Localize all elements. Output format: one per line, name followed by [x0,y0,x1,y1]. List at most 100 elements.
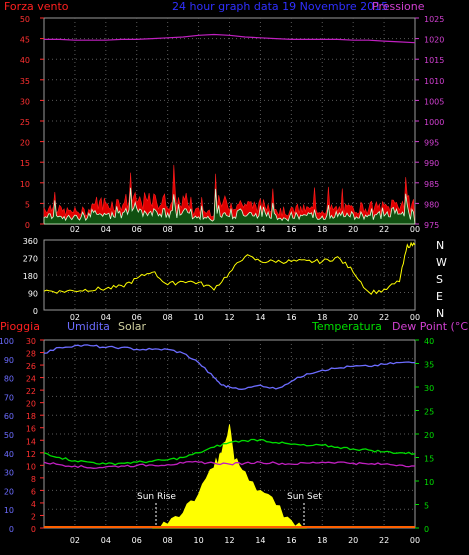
tick-pressure-975: 975 [424,221,439,230]
tick-hour-20: 20 [348,225,358,234]
tick-direction-180: 180 [23,272,38,281]
panel-direction-frame [43,239,416,311]
tick-pressure-985: 985 [424,180,439,189]
top-left-label: Forza vento [4,0,69,13]
tick-wind-20: 20 [20,139,30,148]
tick-wind-50: 50 [20,15,30,24]
tick-hour-14: 14 [255,313,265,322]
tick-wind-25: 25 [20,118,30,127]
tick-rain-0: 0 [31,525,36,534]
sunset-label: Sun Set [287,492,322,502]
tick-rain-28: 28 [26,350,36,359]
tick-compass-2: S [436,273,443,286]
tick-temperature-15: 15 [424,455,434,464]
tick-hour-06: 06 [132,536,142,545]
tick-hour-20: 20 [348,536,358,545]
tick-temperature-35: 35 [424,361,434,370]
tick-pressure-1025: 1025 [424,15,444,24]
tick-hour-04: 04 [101,225,111,234]
tick-hour-10: 10 [193,536,203,545]
tick-temperature-25: 25 [424,408,434,417]
tick-rain-2: 2 [31,512,36,521]
temperature-label: Temperatura [311,320,382,333]
tick-humidity-80: 80 [4,375,14,384]
tick-hour-16: 16 [286,313,296,322]
tick-humidity-70: 70 [4,393,14,402]
tick-hour-04: 04 [101,536,111,545]
tick-hour-06: 06 [132,313,142,322]
tick-hour-08: 08 [163,536,173,545]
tick-rain-8: 8 [31,475,36,484]
tick-humidity-90: 90 [4,356,14,365]
tick-hour-14: 14 [255,536,265,545]
temperature-line [43,438,416,466]
tick-hour-14: 14 [255,225,265,234]
tick-humidity-10: 10 [4,506,14,515]
tick-hour-08: 08 [163,225,173,234]
tick-hour-12: 12 [224,536,234,545]
tick-rain-18: 18 [26,412,36,421]
tick-rain-16: 16 [26,425,36,434]
tick-humidity-20: 20 [4,487,14,496]
panel-wind-grid [44,18,415,224]
tick-rain-26: 26 [26,362,36,371]
tick-rain-22: 22 [26,387,36,396]
tick-hour-12: 12 [224,313,234,322]
tick-labels: 0510152025303540455097598098599099510001… [0,15,447,545]
tick-wind-15: 15 [20,159,30,168]
tick-hour-20: 20 [348,313,358,322]
tick-rain-30: 30 [26,337,36,346]
tick-hour-10: 10 [193,313,203,322]
panel-wind-frame [43,17,416,225]
tick-hour-22: 22 [379,225,389,234]
tick-hour-02: 02 [70,313,80,322]
tick-hour-22: 22 [379,536,389,545]
chart-title: 24 hour graph data 19 Novembre 2015 [172,0,388,13]
tick-wind-30: 30 [20,97,30,106]
rain-label: Pioggia [0,320,40,333]
chart-marks [43,33,416,529]
tick-temperature-10: 10 [424,478,434,487]
tick-hour-02: 02 [70,225,80,234]
tick-temperature-20: 20 [424,431,434,440]
tick-hour-18: 18 [317,313,327,322]
tick-rain-10: 10 [26,462,36,471]
tick-pressure-1015: 1015 [424,56,444,65]
tick-rain-24: 24 [26,375,36,384]
tick-hour-06: 06 [132,225,142,234]
top-right-label: Pressione [372,0,425,13]
wind-direction-line [43,241,416,295]
tick-rain-4: 4 [31,500,36,509]
tick-pressure-1005: 1005 [424,97,444,106]
tick-hour-00: 00 [410,536,420,545]
tick-wind-10: 10 [20,180,30,189]
tick-humidity-50: 50 [4,431,14,440]
tick-hour-08: 08 [163,313,173,322]
solar-label: Solar [118,320,147,333]
tick-hour-18: 18 [317,225,327,234]
tick-hour-22: 22 [379,313,389,322]
tick-temperature-40: 40 [424,337,434,346]
tick-pressure-995: 995 [424,139,439,148]
sunrise-label: Sun Rise [137,492,176,502]
tick-pressure-980: 980 [424,200,439,209]
tick-rain-14: 14 [26,437,36,446]
tick-compass-4: N [436,307,444,320]
tick-humidity-40: 40 [4,450,14,459]
tick-pressure-1010: 1010 [424,77,444,86]
tick-hour-02: 02 [70,536,80,545]
tick-rain-6: 6 [31,487,36,496]
tick-direction-0: 0 [33,307,38,316]
tick-humidity-60: 60 [4,412,14,421]
tick-wind-45: 45 [20,36,30,45]
tick-hour-00: 00 [410,225,420,234]
tick-humidity-30: 30 [4,469,14,478]
tick-humidity-100: 100 [0,337,14,346]
wind-speed-line [43,187,416,225]
dewpoint-line [43,460,416,469]
tick-temperature-30: 30 [424,384,434,393]
tick-wind-0: 0 [25,221,30,230]
solar-area [152,424,307,529]
tick-hour-16: 16 [286,536,296,545]
